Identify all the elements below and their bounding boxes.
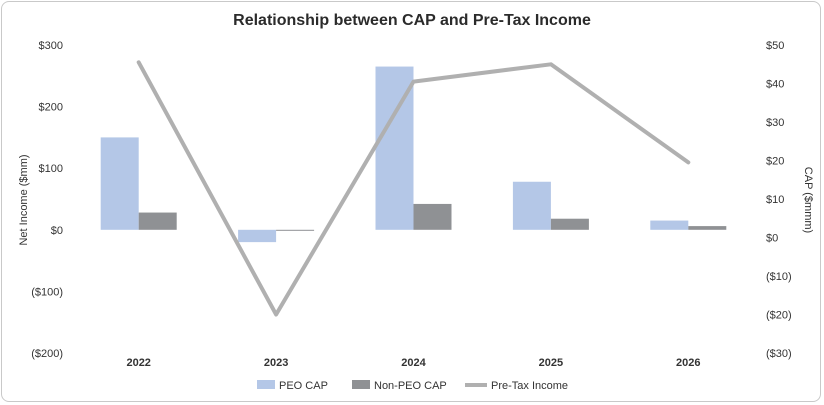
left-tick-label: $300	[39, 40, 63, 52]
bar-non-peo-cap-2026	[688, 226, 727, 230]
right-axis-ticks: $50 $40 $30 $20 $10 $0 ($10) ($20) ($30)	[766, 40, 792, 360]
left-tick-label: $0	[51, 225, 63, 237]
bar-peo-cap-2022	[100, 137, 139, 230]
right-tick-label: $50	[766, 40, 784, 52]
bar-peo-cap-2026	[650, 220, 689, 230]
bar-peo-cap-2023	[238, 229, 277, 243]
chart-title: Relationship between CAP and Pre-Tax Inc…	[233, 12, 591, 29]
category-label-2023: 2023	[264, 357, 288, 369]
bar-non-peo-cap-2023	[276, 229, 315, 231]
right-tick-label: ($10)	[766, 271, 792, 283]
left-axis-ticks: $300 $200 $100 $0 ($100) ($200)	[31, 40, 63, 360]
right-tick-label: $40	[766, 79, 784, 91]
left-axis-label: Net Income ($mm)	[18, 154, 30, 245]
bar-peo-cap-2025	[512, 181, 551, 230]
left-tick-label: ($200)	[31, 348, 63, 360]
category-labels: 2022 2023 2024 2025 2026	[126, 357, 700, 369]
legend-swatch	[352, 380, 370, 389]
right-axis-label: CAP ($mmm)	[802, 167, 814, 233]
legend-swatch	[257, 380, 275, 389]
bar-marks	[100, 66, 727, 243]
legend-label: PEO CAP	[279, 380, 328, 392]
left-tick-label: ($100)	[31, 286, 63, 298]
category-label-2022: 2022	[126, 357, 150, 369]
right-tick-label: ($20)	[766, 310, 792, 322]
right-tick-label: $30	[766, 117, 784, 129]
legend-label: Non-PEO CAP	[374, 380, 447, 392]
right-tick-label: ($30)	[766, 348, 792, 360]
right-tick-label: $10	[766, 194, 784, 206]
right-tick-label: $0	[766, 233, 778, 245]
category-label-2026: 2026	[676, 357, 700, 369]
bar-non-peo-cap-2022	[138, 212, 177, 230]
legend: PEO CAP Non-PEO CAP Pre-Tax Income	[257, 380, 568, 392]
category-label-2024: 2024	[401, 357, 426, 369]
category-label-2025: 2025	[539, 357, 563, 369]
line-marks	[136, 60, 691, 317]
legend-label: Pre-Tax Income	[491, 380, 568, 392]
bar-non-peo-cap-2024	[413, 203, 452, 230]
right-tick-label: $20	[766, 156, 784, 168]
left-tick-label: $200	[39, 102, 63, 114]
bar-non-peo-cap-2025	[550, 218, 589, 230]
left-tick-label: $100	[39, 163, 63, 175]
line-pre-tax-income	[136, 60, 691, 317]
